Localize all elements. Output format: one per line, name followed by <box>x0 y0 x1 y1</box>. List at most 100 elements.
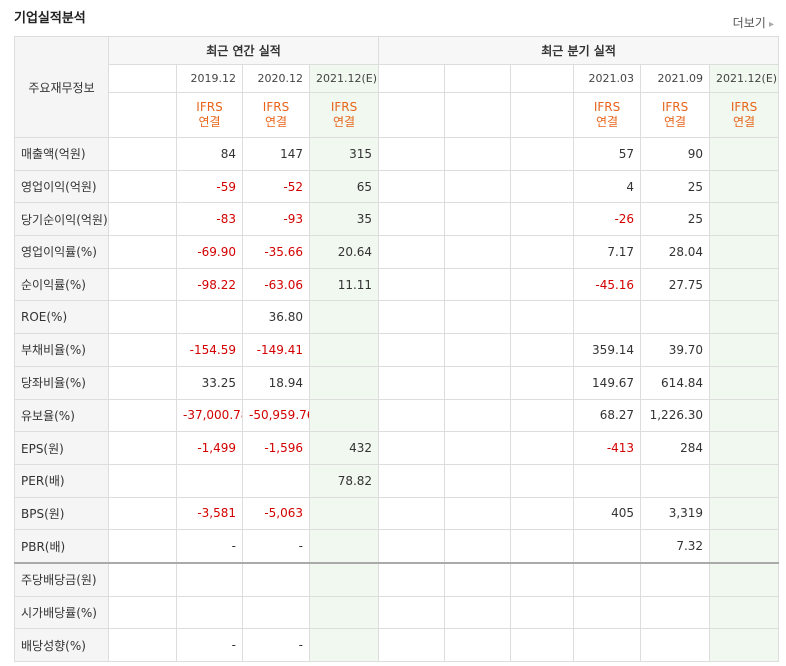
financial-table: 주요재무정보 최근 연간 실적 최근 분기 실적 2019.12 2020.12 2021… <box>14 36 780 662</box>
empty-cell <box>444 595 512 630</box>
value-cell: -83 <box>176 202 243 237</box>
value-cell: 90 <box>640 137 711 171</box>
empty-cell <box>444 169 512 204</box>
value-cell: -37,000.78 <box>176 398 243 433</box>
empty-cell <box>444 92 512 138</box>
empty-cell <box>709 137 780 171</box>
value-cell: 36.80 <box>242 300 310 335</box>
standard: IFRS 연결 <box>573 92 642 138</box>
empty-cell <box>108 202 177 237</box>
value-cell: -45.16 <box>573 267 642 302</box>
more-link[interactable]: 더보기 <box>733 14 774 31</box>
empty-cell <box>444 561 512 597</box>
empty-cell <box>709 333 780 367</box>
empty-cell <box>444 300 512 335</box>
value-cell: -26 <box>573 202 642 237</box>
empty-cell <box>709 267 780 302</box>
standard-name: IFRS <box>330 100 358 114</box>
value-cell: -52 <box>242 169 310 204</box>
empty-cell <box>510 365 575 400</box>
value-cell: - <box>176 529 243 564</box>
empty-cell <box>510 235 575 269</box>
value-cell: -35.66 <box>242 235 310 269</box>
empty-cell <box>510 333 575 367</box>
row-label: ROE(%) <box>14 300 109 335</box>
row-label: BPS(원) <box>14 496 109 531</box>
empty-cell <box>640 595 711 630</box>
scope: 연결 <box>664 115 687 129</box>
empty-cell <box>573 463 642 498</box>
standard-name: IFRS <box>262 100 290 114</box>
data-row: 배당성향(%) - - <box>14 628 780 662</box>
scope: 연결 <box>733 115 756 129</box>
value-cell: 4 <box>573 169 642 204</box>
empty-cell <box>444 235 512 269</box>
empty-cell <box>308 561 380 597</box>
value-cell: 65 <box>308 169 380 204</box>
value-cell: - <box>176 628 243 662</box>
empty-cell <box>108 267 177 302</box>
empty-cell <box>573 561 642 597</box>
empty-cell <box>308 398 380 433</box>
row-label: 시가배당률(%) <box>14 595 109 630</box>
empty-cell <box>308 529 380 564</box>
value-cell: -69.90 <box>176 235 243 269</box>
empty-cell <box>378 300 446 335</box>
row-label: PBR(배) <box>14 529 109 564</box>
value-cell: 18.94 <box>242 365 310 400</box>
empty-cell <box>709 628 780 662</box>
empty-cell <box>378 267 446 302</box>
empty-cell <box>242 595 310 630</box>
value-cell: 84 <box>176 137 243 171</box>
empty-cell <box>378 235 446 269</box>
empty-cell <box>444 137 512 171</box>
data-row: EPS(원) -1,499 -1,596 432 -413 284 <box>14 431 780 465</box>
value-cell: 7.32 <box>640 529 711 564</box>
value-cell: -1,596 <box>242 431 310 465</box>
empty-cell <box>308 365 380 400</box>
empty-cell <box>378 463 446 498</box>
empty-cell <box>308 333 380 367</box>
empty-cell <box>444 365 512 400</box>
empty-cell <box>640 628 711 662</box>
empty-cell <box>378 561 446 597</box>
value-cell: 28.04 <box>640 235 711 269</box>
data-row: 유보율(%) -37,000.78 -50,959.76 68.27 1,226.30 <box>14 398 780 433</box>
empty-cell <box>510 496 575 531</box>
section-title: 최근 연간 실적 <box>107 36 380 65</box>
row-label: 배당성향(%) <box>14 628 109 662</box>
empty-cell <box>108 300 177 335</box>
row-header: 주요재무정보 <box>14 36 109 138</box>
value-cell: 68.27 <box>573 398 642 433</box>
row-label: 당좌비율(%) <box>14 365 109 400</box>
empty-cell <box>378 628 446 662</box>
value-cell: 7.17 <box>573 235 642 269</box>
standard: IFRS 연결 <box>176 92 243 138</box>
period: 2021.03 <box>573 64 642 93</box>
empty-cell <box>709 202 780 237</box>
empty-cell <box>640 561 711 597</box>
empty-cell <box>573 300 642 335</box>
row-label: 유보율(%) <box>14 398 109 433</box>
row-label: 순이익률(%) <box>14 267 109 302</box>
scope: 연결 <box>198 115 221 129</box>
period: 2021.09 <box>640 64 711 93</box>
value-cell: 25 <box>640 202 711 237</box>
empty-cell <box>378 595 446 630</box>
value-cell: 33.25 <box>176 365 243 400</box>
empty-cell <box>176 561 243 597</box>
period: 2019.12 <box>176 64 243 93</box>
empty-cell <box>510 267 575 302</box>
empty-cell <box>510 529 575 564</box>
empty-cell <box>510 463 575 498</box>
empty-cell <box>640 463 711 498</box>
value-cell: -3,581 <box>176 496 243 531</box>
empty-cell <box>108 169 177 204</box>
empty-cell <box>378 398 446 433</box>
empty-cell <box>510 202 575 237</box>
empty-cell <box>378 496 446 531</box>
row-label: 영업이익(억원) <box>14 169 109 204</box>
empty-cell <box>709 431 780 465</box>
data-row: 주당배당금(원) <box>14 561 780 597</box>
data-row: ROE(%) 36.80 <box>14 300 780 335</box>
